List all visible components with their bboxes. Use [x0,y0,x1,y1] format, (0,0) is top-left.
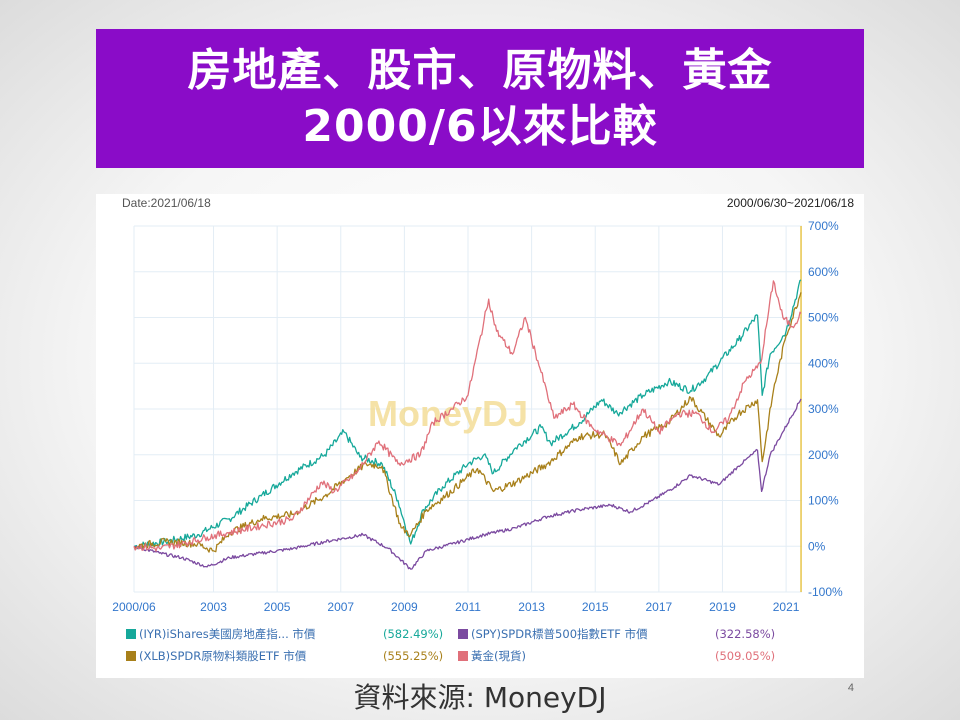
y-tick-label: 0% [808,539,826,553]
y-tick-label: 100% [808,494,839,508]
legend-value: (509.05%) [715,649,775,663]
legend-label: 黃金(現貨) [471,649,526,663]
legend-swatch [126,651,136,661]
y-tick-label: 400% [808,356,839,370]
chart-date-label: Date:2021/06/18 [122,196,211,210]
x-tick-label: 2000/06 [112,600,156,614]
y-tick-label: 300% [808,402,839,416]
slide-title-line2: 2000/6以來比較 [302,100,658,152]
chart-range-label: 2000/06/30~2021/06/18 [727,196,854,210]
series-line [133,292,802,553]
x-tick-label: 2015 [582,600,609,614]
y-tick-label: 700% [808,219,839,233]
x-tick-label: 2013 [518,600,545,614]
line-chart: Date:2021/06/18 2000/06/30~2021/06/18 Mo… [112,196,854,663]
series-line [133,280,802,552]
legend-value: (582.49%) [383,627,443,641]
chart-card: Date:2021/06/18 2000/06/30~2021/06/18 Mo… [96,194,864,678]
series-line [133,398,802,570]
page-number: 4 [847,682,854,694]
chart-watermark: MoneyDJ [368,393,528,434]
chart-series-group [133,279,802,570]
legend-label: (XLB)SPDR原物料類股ETF 市價 [139,649,307,663]
source-caption: 資料來源: MoneyDJ [353,681,607,714]
slide-title-box: 房地產、股市、原物料、黃金 2000/6以來比較 [96,29,864,168]
x-tick-label: 2005 [264,600,291,614]
legend-label: (IYR)iShares美國房地產指... 市價 [139,627,316,641]
series-line [133,279,802,550]
x-tick-label: 2019 [709,600,736,614]
legend-swatch [126,629,136,639]
chart-grid [133,225,802,593]
legend-swatch [458,629,468,639]
legend-value: (555.25%) [383,649,443,663]
y-axis: 700% 600% 500% 400% 300% 200% 100% 0% -100% [808,219,843,599]
x-axis: 2000/06 2003 2005 2007 2009 2011 2013 2015 2017 2… [112,600,799,614]
y-tick-label: -100% [808,585,843,599]
x-tick-label: 2007 [327,600,354,614]
y-tick-label: 600% [808,265,839,279]
x-tick-label: 2003 [200,600,227,614]
y-tick-label: 200% [808,448,839,462]
slide-title-line1: 房地產、股市、原物料、黃金 [187,44,773,96]
legend-value: (322.58%) [715,627,775,641]
x-tick-label: 2009 [391,600,418,614]
x-tick-label: 2017 [646,600,673,614]
chart-legend: (IYR)iShares美國房地產指... 市價 (582.49%) (XLB)SP… [126,627,775,663]
x-tick-label: 2011 [455,600,481,614]
y-tick-label: 500% [808,311,839,325]
x-tick-label: 2021 [773,600,800,614]
legend-label: (SPY)SPDR標普500指數ETF 市價 [471,627,648,641]
legend-swatch [458,651,468,661]
